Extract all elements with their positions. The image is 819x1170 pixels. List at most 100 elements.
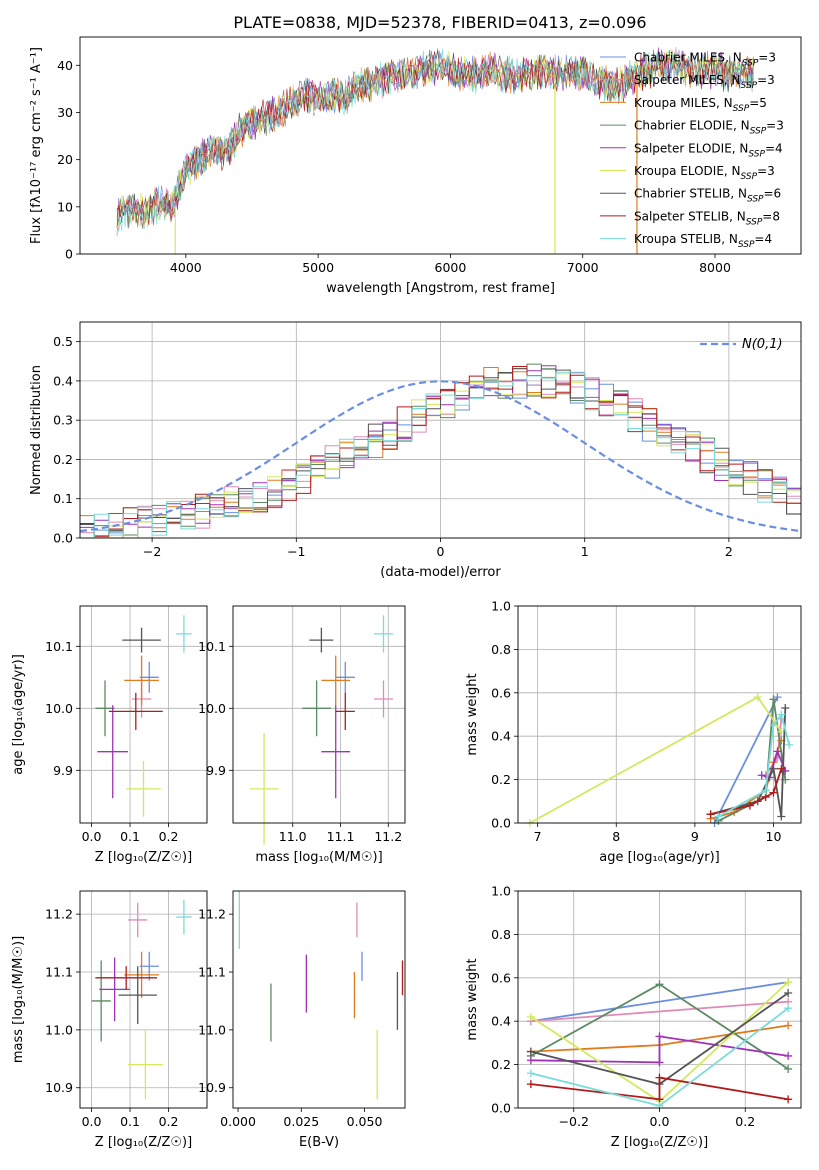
- data-point: [176, 615, 192, 653]
- point-marker: [769, 764, 778, 773]
- legend-label: Salpeter ELODIE, NSSP=4: [634, 141, 783, 159]
- plot-area: [116, 46, 754, 254]
- panel-6: 0.000 0.025 0.050 10.9 11.0 11.1 11.2 E(B-V): [198, 890, 406, 1150]
- legend-label-text: Kroupa STELIB, N: [634, 232, 738, 246]
- x-axis-label: Z [log₁₀(Z/Z☉)]: [611, 1135, 708, 1150]
- panel-0: 4000 5000 6000 7000 8000 0 10 20 30 40 wavelength …: [29, 36, 802, 296]
- y-axis-label: Normed distribution: [29, 365, 44, 495]
- series-path: [530, 1000, 789, 1023]
- point-marker: [706, 810, 715, 819]
- data-point: [122, 627, 161, 653]
- legend-label-value: =6: [764, 187, 782, 201]
- legend-label: Salpeter STELIB, NSSP=8: [634, 209, 780, 227]
- x-tick-label: 0.2: [735, 1114, 755, 1129]
- axes-box: [79, 890, 208, 1109]
- panels: 4000 5000 6000 7000 8000010203040wavelength …: [11, 36, 802, 1150]
- series-path: [530, 1076, 789, 1101]
- point-marker: [784, 1095, 793, 1104]
- data-point: [139, 661, 159, 693]
- y-tick-label: 0.5: [53, 334, 73, 349]
- plot-area: [249, 615, 394, 845]
- series-path: [718, 699, 787, 822]
- plot-area: [79, 363, 802, 539]
- plot-area: [238, 891, 404, 1100]
- x-axis-label: wavelength [Angstrom, rest frame]: [326, 281, 555, 296]
- point-marker: [745, 801, 754, 810]
- y-tick-label: 0.6: [491, 970, 511, 985]
- axes-frame: 0.0 0.1 0.2 9.9 10.0 10.1 Z [log₁₀(Z/Z☉)] age […: [11, 605, 208, 865]
- point-marker: [769, 788, 778, 797]
- data-point: [108, 692, 163, 730]
- y-tick-label: 1.0: [491, 884, 511, 899]
- plot-area: [526, 978, 793, 1110]
- y-tick-label: 11.1: [45, 965, 73, 980]
- y-tick-label: 9.9: [206, 763, 226, 778]
- axes-box: [79, 321, 802, 539]
- legend-label-text: Salpeter MILES, N: [634, 73, 741, 87]
- x-tick-label: 0.000: [220, 1114, 256, 1129]
- x-tick-label: 6000: [435, 260, 467, 275]
- x-tick-label: 0.2: [159, 1114, 179, 1129]
- legend-label: Kroupa ELODIE, NSSP=3: [634, 164, 775, 182]
- legend-label-subscript: SSP: [746, 217, 763, 227]
- y-tick-label: 1.0: [491, 599, 511, 614]
- series-path: [713, 696, 779, 824]
- series-path: [761, 748, 787, 779]
- series-path: [529, 695, 783, 824]
- point-marker: [655, 1058, 664, 1067]
- x-tick-label: −0.2: [559, 1114, 589, 1129]
- panel-3: 11.0 11.1 11.2 9.9 10.0 10.1 mass [log₁₀(M/M☉)…: [198, 605, 406, 865]
- point-marker: [753, 693, 762, 702]
- histogram-step: [80, 373, 801, 539]
- data-point: [176, 899, 192, 935]
- x-axis-label: Z [log₁₀(Z/Z☉)]: [95, 850, 192, 865]
- panel-7: −0.2 0.0 0.2 0.0 0.2 0.4 0.6 0.8 1.0 Z [log₁₀(Z/Z…: [465, 884, 802, 1150]
- axes-frame: 0.000 0.025 0.050 10.9 11.0 11.1 11.2 E(B-V): [198, 890, 406, 1150]
- legend-label-value: =5: [749, 96, 767, 110]
- point-marker: [777, 710, 786, 719]
- legend-label: Kroupa MILES, NSSP=5: [634, 96, 767, 114]
- axes-box: [517, 890, 802, 1109]
- x-tick-label: 2: [725, 544, 733, 559]
- y-axis-label: age [log₁₀(age/yr)]: [11, 654, 26, 775]
- x-tick-label: 0.0: [82, 1114, 102, 1129]
- legend-label: Chabrier MILES, NSSP=3: [634, 51, 776, 69]
- x-axis-label: E(B-V): [299, 1135, 339, 1150]
- axes-box: [232, 890, 406, 1109]
- axes-frame: 4000 5000 6000 7000 8000 0 10 20 30 40 wavelength …: [29, 36, 802, 296]
- point-marker: [769, 695, 778, 704]
- axes-box: [232, 605, 406, 824]
- x-tick-label: 5000: [302, 260, 334, 275]
- data-point: [321, 655, 351, 706]
- plot-area: [91, 899, 192, 1100]
- point-marker: [784, 1021, 793, 1030]
- x-tick-label: 11.1: [327, 829, 355, 844]
- series-path: [530, 981, 789, 1023]
- x-tick-label: 0.1: [120, 1114, 140, 1129]
- y-tick-label: 10.0: [198, 701, 226, 716]
- x-tick-label: 8: [612, 829, 620, 844]
- x-tick-label: 1: [581, 544, 589, 559]
- point-marker: [526, 1056, 535, 1065]
- axes-box: [79, 605, 208, 824]
- point-marker: [761, 786, 770, 795]
- y-tick-label: 10.9: [45, 1080, 73, 1095]
- y-tick-label: 10.9: [198, 1080, 226, 1095]
- point-marker: [655, 1073, 664, 1082]
- y-tick-label: 11.2: [198, 907, 226, 922]
- data-point: [249, 733, 279, 845]
- legend-label-value: =4: [754, 232, 772, 246]
- y-tick-label: 0.1: [53, 491, 73, 506]
- data-point: [335, 661, 355, 693]
- x-tick-label: 10: [766, 829, 782, 844]
- y-tick-label: 11.0: [198, 1022, 226, 1037]
- data-point: [373, 680, 394, 718]
- point-marker: [785, 740, 794, 749]
- point-marker: [773, 747, 782, 756]
- spectrum-line: [116, 48, 754, 232]
- point-marker: [655, 980, 664, 989]
- point-marker: [784, 978, 793, 987]
- legend-label-subscript: SSP: [750, 127, 767, 137]
- x-tick-label: 4000: [170, 260, 202, 275]
- axes-frame: 7 8 9 10 0.0 0.2 0.4 0.6 0.8 1.0 age [log₁₀(age/yr…: [465, 599, 802, 865]
